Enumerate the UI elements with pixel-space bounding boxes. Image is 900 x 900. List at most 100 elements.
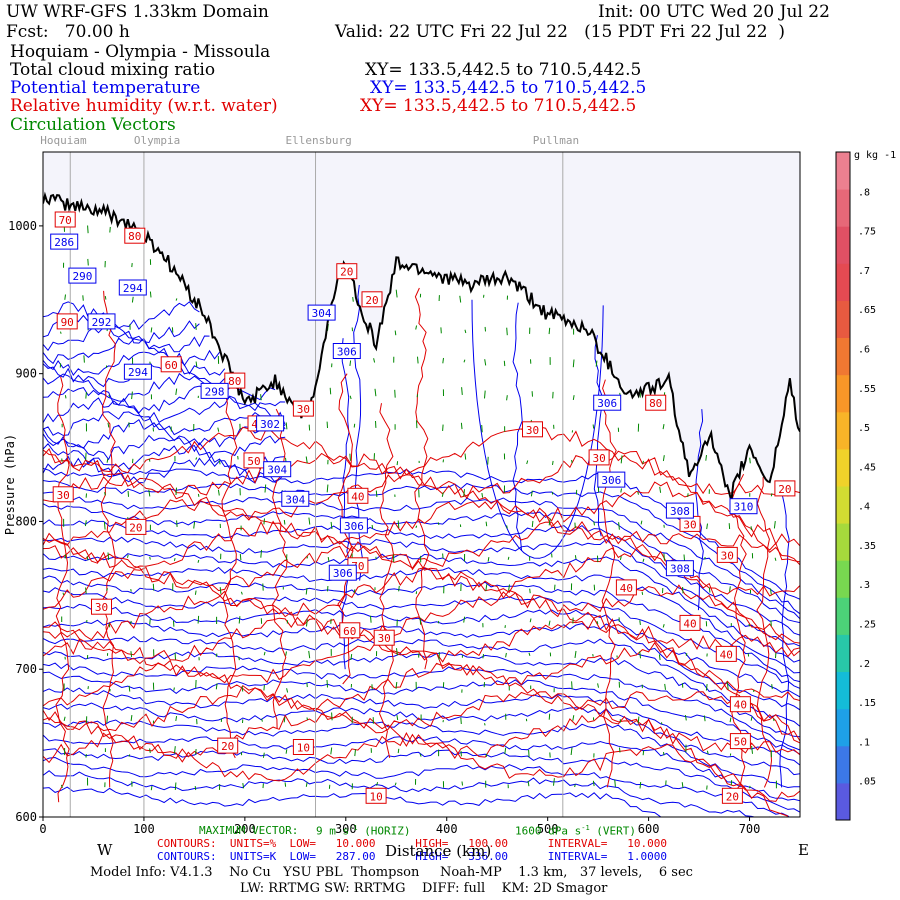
- y-tick-label: 900: [15, 367, 37, 381]
- rh-contour-line: [43, 662, 800, 744]
- theta-contour-label: 306: [344, 520, 364, 533]
- colorbar-segment: [836, 634, 850, 672]
- rh-contour-label: 60: [165, 359, 178, 372]
- colorbar-tick-label: .35: [858, 541, 876, 552]
- circulation-vector: [419, 753, 422, 757]
- theta-contour-label-box: [665, 560, 694, 577]
- circulation-vector: [663, 553, 665, 561]
- circulation-vector: [215, 683, 218, 690]
- colorbar-tick-label: .2: [858, 659, 870, 670]
- circulation-vector: [442, 357, 444, 364]
- circulation-vector: [487, 557, 490, 562]
- colorbar-tick-label: .15: [858, 698, 876, 709]
- circulation-vector: [548, 518, 551, 526]
- circulation-vector: [397, 748, 400, 754]
- valid-time: Valid: 22 UTC Fri 22 Jul 22 (15 PDT Fri …: [335, 22, 786, 42]
- physics-info: LW: RRTMG SW: RRTMG DIFF: full KM: 2D Sm…: [240, 881, 608, 896]
- rh-contour-label: 30: [592, 452, 605, 465]
- theta-contour-label-box: [665, 502, 694, 519]
- theta-contour-label: 304: [285, 493, 305, 506]
- theta-contour-line: [43, 671, 800, 755]
- rh-contour-label: 30: [378, 632, 391, 645]
- theta-contour-label-box: [281, 490, 310, 507]
- y-tick-label: 700: [15, 662, 37, 676]
- rh-contour-label: 50: [734, 736, 747, 749]
- circulation-vector: [639, 620, 641, 625]
- circulation-vector: [354, 749, 356, 757]
- circulation-vector: [149, 618, 151, 625]
- theta-contour-line: [43, 719, 800, 789]
- rh-contour-label-box: [217, 737, 239, 754]
- circulation-vector: [570, 747, 573, 756]
- rh-contour-line: [100, 290, 116, 788]
- circulation-vector: [173, 687, 175, 691]
- colorbar-tick-label: .1: [858, 737, 870, 748]
- circulation-vector: [306, 717, 309, 721]
- circulation-vector: [553, 778, 555, 786]
- theta-contour-label-box: [256, 415, 285, 432]
- circulation-vector: [128, 754, 131, 757]
- theta-contour-label: 294: [128, 366, 148, 379]
- circulation-vector: [197, 559, 200, 563]
- rh-contour-label: 50: [247, 455, 260, 468]
- circulation-vector: [194, 786, 197, 791]
- colorbar-tick-label: .7: [858, 266, 870, 277]
- x-tick-label: 200: [234, 822, 256, 836]
- rh-contour-label-box: [522, 421, 543, 438]
- circulation-vector: [87, 225, 89, 234]
- x-tick-label: 400: [436, 822, 458, 836]
- circulation-vector: [572, 715, 575, 721]
- circulation-vector: [284, 782, 287, 787]
- circulation-vector: [639, 651, 641, 659]
- rh-contour-label: 30: [57, 489, 70, 502]
- circulation-vector: [174, 746, 176, 754]
- circulation-vector: [681, 782, 684, 788]
- atmosphere-fill: [43, 152, 800, 500]
- rh-contour-line: [43, 499, 800, 566]
- circulation-vector: [194, 590, 197, 595]
- circulation-vector: [484, 390, 486, 399]
- theta-contour-line: [43, 662, 800, 751]
- circulation-vector: [329, 387, 332, 395]
- theta-contour-label-box: [87, 313, 116, 330]
- colorbar-tick-label: .4: [858, 502, 870, 513]
- rh-contour-line: [43, 426, 800, 497]
- circulation-vector: [85, 587, 87, 594]
- circulation-vector: [352, 297, 354, 302]
- x-tick-label: 0: [39, 822, 46, 836]
- theta-contour-label-box: [597, 471, 626, 488]
- theta-contour-info: CONTOURS: UNITS=K LOW= 287.00 HIGH= 336.…: [157, 850, 667, 863]
- circulation-vector: [437, 522, 440, 526]
- rh-contour-label-box: [336, 263, 358, 280]
- circulation-vector: [442, 424, 444, 431]
- rh-contour-label-box: [588, 449, 610, 466]
- theta-contour-label-box: [118, 279, 147, 296]
- circulation-vector: [398, 585, 400, 592]
- field-theta-xy: XY= 133.5,442.5 to 710.5,442.5: [370, 78, 647, 98]
- circulation-vector: [662, 455, 665, 462]
- circulation-vector: [195, 457, 198, 460]
- circulation-vector: [773, 718, 775, 722]
- circulation-vector: [260, 549, 262, 558]
- circulation-vector: [305, 456, 308, 464]
- circulation-vector: [750, 716, 753, 721]
- circulation-vector: [442, 553, 444, 559]
- circulation-vector: [641, 591, 644, 595]
- circulation-vector: [506, 395, 508, 401]
- circulation-vector: [396, 461, 399, 466]
- rh-contour-line: [43, 638, 800, 742]
- circulation-vector: [349, 453, 351, 461]
- colorbar-tick-label: .5: [858, 423, 870, 434]
- circulation-vector: [330, 747, 333, 755]
- colorbar-segment: [836, 337, 850, 376]
- theta-contour-line: [43, 301, 200, 330]
- rh-contour-label-box: [365, 787, 387, 804]
- colorbar-frame: [835, 151, 851, 821]
- circulation-vector: [637, 716, 640, 724]
- theta-contour-label-box: [332, 343, 361, 359]
- circulation-vector: [149, 556, 151, 560]
- theta-contour-label-box: [263, 461, 292, 478]
- circulation-vector: [106, 458, 109, 463]
- circulation-vector: [174, 782, 177, 790]
- theta-contour-label: 306: [601, 474, 621, 487]
